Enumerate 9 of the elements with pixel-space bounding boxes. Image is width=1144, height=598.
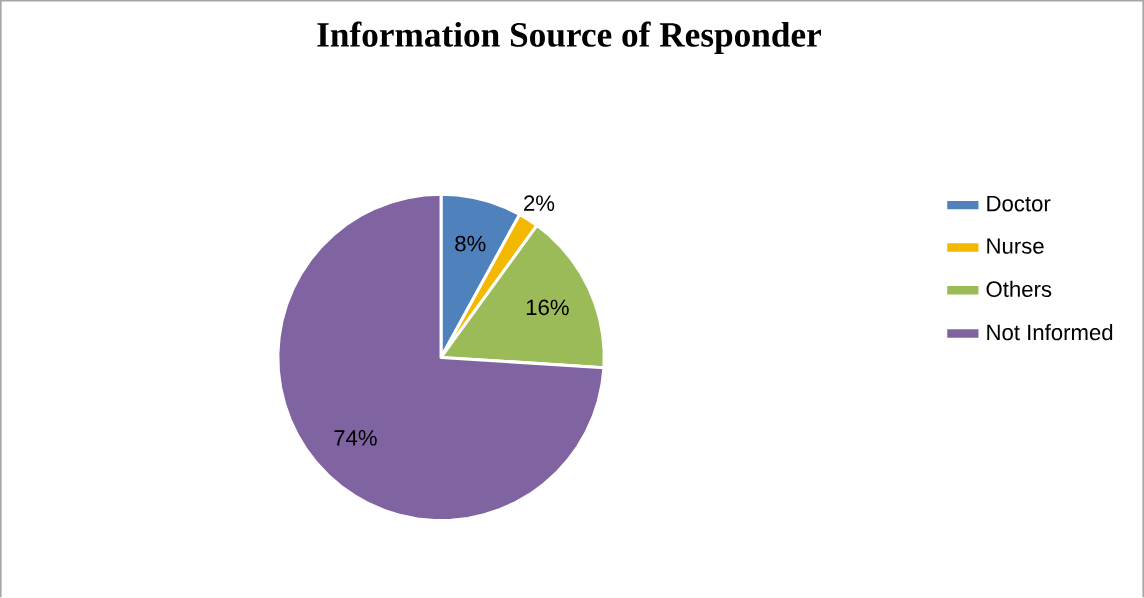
legend-label: Others bbox=[986, 280, 1052, 298]
data-label: 2% bbox=[524, 195, 555, 211]
data-label: 8% bbox=[455, 235, 486, 252]
legend-label: Not Informed bbox=[987, 324, 1113, 341]
legend-label: Nurse bbox=[987, 238, 1044, 254]
data-label: 16% bbox=[526, 299, 569, 316]
chart-title: Information Source of Responder bbox=[317, 21, 822, 54]
legend-label: Doctor bbox=[987, 195, 1051, 212]
data-label: 74% bbox=[334, 430, 377, 446]
